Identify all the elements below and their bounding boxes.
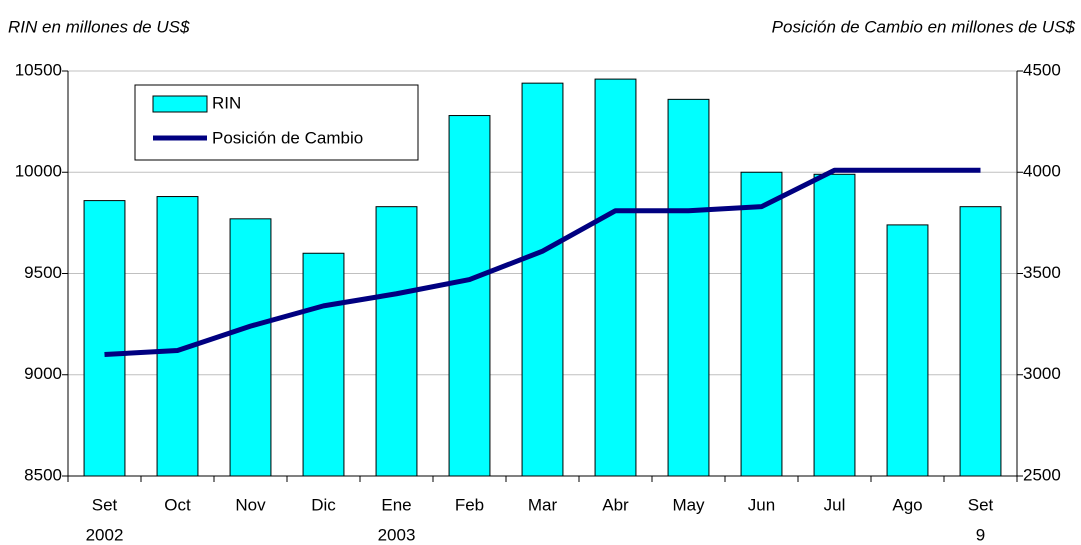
bar xyxy=(521,82,564,477)
bar xyxy=(375,206,418,477)
x-tick-label: Jun xyxy=(748,495,775,514)
x-tick-sublabel: 2002 xyxy=(86,525,124,544)
legend-swatch xyxy=(152,95,208,113)
line-series xyxy=(104,167,981,357)
bar xyxy=(448,115,491,477)
x-tick-label: Nov xyxy=(235,495,266,514)
bar xyxy=(302,252,345,477)
bar xyxy=(886,224,929,477)
x-tick-label: May xyxy=(672,495,705,514)
x-tick-label: Ago xyxy=(892,495,922,514)
bar xyxy=(667,98,710,477)
y2-axis-label: Posición de Cambio en millones de US$ xyxy=(772,17,1076,36)
x-tick-label: Ene xyxy=(381,495,411,514)
legend-label: Posición de Cambio xyxy=(212,128,363,147)
y2-tick-label: 2500 xyxy=(1023,465,1061,484)
y2-tick-label: 4000 xyxy=(1023,162,1061,181)
x-tick-sublabel: 9 xyxy=(976,525,985,544)
y2-tick-label: 3000 xyxy=(1023,364,1061,383)
y-tick-label: 10500 xyxy=(15,60,62,79)
y2-tick-label: 3500 xyxy=(1023,263,1061,282)
x-tick-sublabel: 2003 xyxy=(378,525,416,544)
x-tick-label: Set xyxy=(92,495,118,514)
x-tick-label: Feb xyxy=(455,495,484,514)
y-axis-label: RIN en millones de US$ xyxy=(8,17,190,36)
bar xyxy=(959,206,1002,477)
bar xyxy=(740,171,783,477)
y-tick-label: 9500 xyxy=(24,263,62,282)
bar xyxy=(594,78,637,477)
x-tick-label: Jul xyxy=(824,495,846,514)
x-tick-label: Mar xyxy=(528,495,558,514)
x-tick-label: Set xyxy=(968,495,994,514)
x-tick-label: Abr xyxy=(602,495,629,514)
y2-tick-label: 4500 xyxy=(1023,60,1061,79)
bar xyxy=(156,196,199,477)
x-tick-label: Dic xyxy=(311,495,336,514)
bar xyxy=(83,200,126,477)
x-tick-label: Oct xyxy=(164,495,191,514)
y-tick-label: 9000 xyxy=(24,364,62,383)
y-tick-label: 10000 xyxy=(15,162,62,181)
y-tick-label: 8500 xyxy=(24,465,62,484)
bar xyxy=(813,173,856,477)
legend-label: RIN xyxy=(212,93,241,112)
bar xyxy=(229,218,272,477)
